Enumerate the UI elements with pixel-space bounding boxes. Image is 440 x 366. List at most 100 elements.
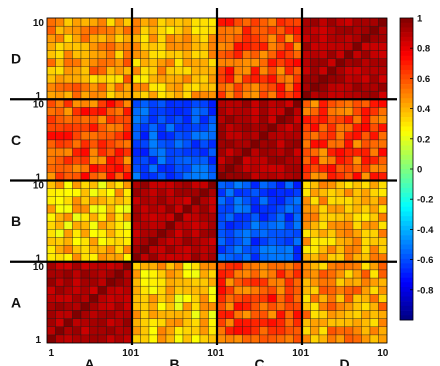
heatmap-cell xyxy=(157,66,167,76)
heatmap-cell xyxy=(63,164,73,173)
heatmap-cell xyxy=(123,261,133,271)
heatmap-cell xyxy=(293,180,303,189)
heatmap-cell xyxy=(131,139,141,149)
heatmap-cell xyxy=(191,42,201,51)
heatmap-cell xyxy=(301,164,311,173)
heatmap-cell xyxy=(114,261,124,271)
heatmap-cell xyxy=(378,115,388,124)
heatmap-cell xyxy=(89,155,99,165)
block-dividers xyxy=(10,8,397,345)
heatmap-cell xyxy=(259,294,269,303)
heatmap-cell xyxy=(123,277,133,287)
heatmap-cell xyxy=(131,237,141,246)
heatmap-cell xyxy=(310,204,320,214)
heatmap-cell xyxy=(267,253,277,262)
heatmap-cell xyxy=(157,82,167,92)
heatmap-cell xyxy=(123,164,133,173)
heatmap-cell xyxy=(89,66,99,76)
heatmap-cell xyxy=(97,172,107,181)
heatmap-cell xyxy=(233,131,243,141)
colorbar-segment xyxy=(400,117,413,123)
heatmap-cell xyxy=(114,99,124,108)
heatmap-cell xyxy=(335,131,345,141)
heatmap-cell xyxy=(352,66,362,76)
heatmap-cell xyxy=(361,147,371,157)
heatmap-cell xyxy=(55,229,65,238)
heatmap-cell xyxy=(216,131,226,141)
heatmap-cell xyxy=(233,17,243,27)
heatmap-cell xyxy=(55,269,65,279)
heatmap-cell xyxy=(267,229,277,238)
heatmap-cell xyxy=(140,58,150,67)
heatmap-cell xyxy=(174,17,184,27)
heatmap-cell xyxy=(327,196,337,206)
heatmap-cell xyxy=(242,107,252,116)
heatmap-cell xyxy=(199,66,209,76)
heatmap-cell xyxy=(148,294,158,303)
colorbar-segment xyxy=(400,69,413,75)
heatmap-cell xyxy=(378,229,388,238)
heatmap-cell xyxy=(148,326,158,336)
colorbar-segment xyxy=(400,88,413,94)
heatmap-cell xyxy=(72,164,82,173)
heatmap-cell xyxy=(242,42,252,51)
colorbar-segment xyxy=(400,315,413,321)
heatmap-cell xyxy=(293,269,303,279)
heatmap-cell xyxy=(114,220,124,230)
heatmap-cell xyxy=(267,172,277,181)
heatmap-cell xyxy=(89,123,99,132)
heatmap-cell xyxy=(259,277,269,287)
heatmap-cell xyxy=(174,66,184,76)
heatmap-cell xyxy=(106,188,116,197)
heatmap-cell xyxy=(140,42,150,51)
heatmap-cell xyxy=(165,99,175,108)
heatmap-cell xyxy=(106,42,116,51)
heatmap-cell xyxy=(293,50,303,59)
heatmap-cell xyxy=(165,172,175,181)
heatmap-cell xyxy=(242,123,252,132)
heatmap-cell xyxy=(216,147,226,157)
heatmap-cell xyxy=(301,212,311,222)
heatmap-cell xyxy=(267,318,277,327)
heatmap-cell xyxy=(318,50,328,59)
heatmap-cell xyxy=(301,155,311,165)
heatmap-cell xyxy=(242,229,252,238)
heatmap-cell xyxy=(216,139,226,149)
heatmap-cell xyxy=(250,318,260,327)
heatmap-cell xyxy=(225,164,235,173)
heatmap-cell xyxy=(80,34,90,43)
heatmap-cell xyxy=(301,25,311,35)
heatmap-cell xyxy=(80,58,90,67)
colorbar-segment xyxy=(400,131,413,137)
heatmap-cell xyxy=(293,204,303,214)
heatmap-cell xyxy=(284,50,294,59)
heatmap-cell xyxy=(80,25,90,35)
heatmap-cell xyxy=(378,196,388,206)
heatmap-cell xyxy=(208,90,218,100)
heatmap-cell xyxy=(55,25,65,35)
heatmap-cell xyxy=(352,50,362,59)
heatmap-cell xyxy=(276,50,286,59)
heatmap-cell xyxy=(352,147,362,157)
heatmap-cell xyxy=(361,196,371,206)
heatmap-cell xyxy=(89,172,99,181)
heatmap-cell xyxy=(344,34,354,43)
colorbar-segment xyxy=(400,216,413,222)
heatmap-cell xyxy=(148,58,158,67)
heatmap-cell xyxy=(114,212,124,222)
heatmap-cell xyxy=(131,42,141,51)
heatmap-cell xyxy=(327,90,337,100)
heatmap-cell xyxy=(80,212,90,222)
heatmap-cell xyxy=(97,164,107,173)
heatmap-cell xyxy=(284,25,294,35)
heatmap-cell xyxy=(310,74,320,84)
heatmap-cell xyxy=(106,285,116,295)
heatmap-cell xyxy=(225,107,235,116)
heatmap-cell xyxy=(165,261,175,271)
heatmap-cell xyxy=(123,25,133,35)
heatmap-cell xyxy=(361,277,371,287)
heatmap-cell xyxy=(182,42,192,51)
heatmap-cell xyxy=(174,294,184,303)
heatmap-cell xyxy=(89,277,99,287)
heatmap-cell xyxy=(131,204,141,214)
